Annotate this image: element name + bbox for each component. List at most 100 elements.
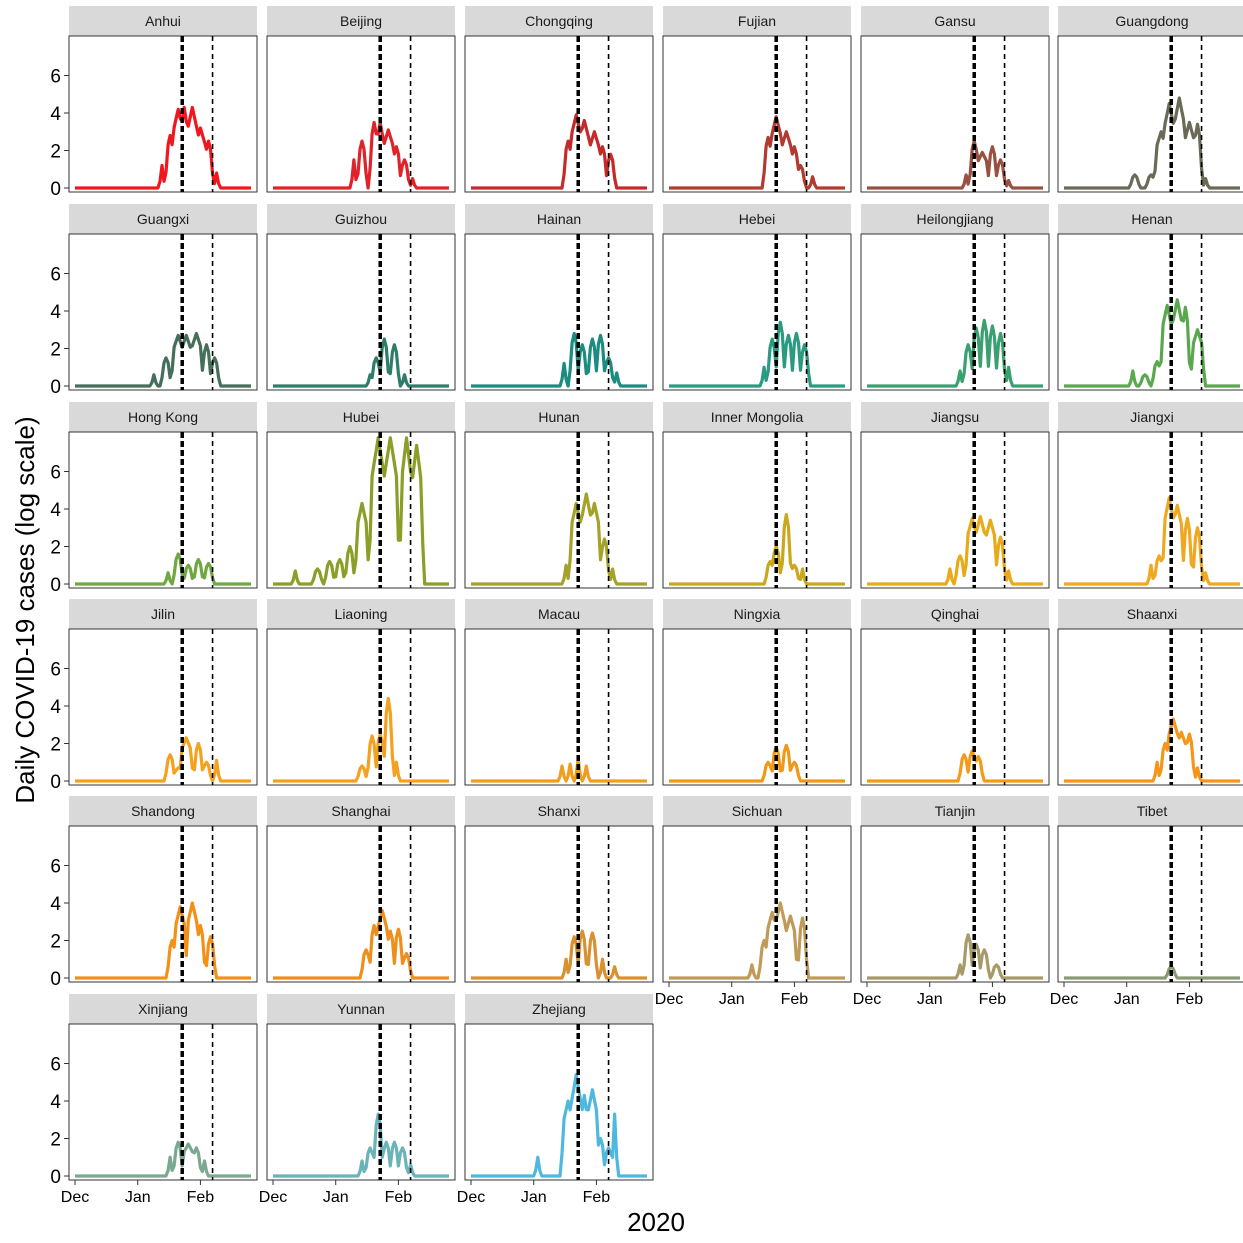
plot-area (464, 431, 654, 589)
panel-title: Hainan (537, 211, 581, 227)
panel-fujian: Fujian (662, 6, 852, 193)
panel-strip (267, 994, 455, 1024)
plot-area (266, 1023, 456, 1181)
panel-liaoning: Liaoning (266, 599, 456, 786)
panel-title: Anhui (145, 13, 181, 29)
panel-shandong: Shandong 0 2 4 6 (50, 796, 258, 990)
x-tick-label: Feb (1176, 991, 1204, 1008)
panel-tibet: Tibet Dec Jan Feb (1050, 796, 1243, 1008)
series-line (75, 901, 251, 980)
x-tick-label: Feb (979, 991, 1007, 1008)
series-line (273, 1112, 449, 1178)
plot-area (266, 35, 456, 193)
panel-strip (663, 204, 851, 234)
y-tick-label: 6 (50, 1055, 61, 1076)
panel-beijing: Beijing (266, 6, 456, 193)
panel-title: Shaanxi (1127, 606, 1178, 622)
panel-macau: Macau (464, 599, 654, 786)
y-tick-label: 2 (50, 340, 61, 361)
x-tick-label: Feb (583, 1189, 611, 1206)
panel-yunnan: Yunnan Dec Jan Feb (259, 994, 456, 1206)
plot-area (1057, 431, 1243, 589)
y-tick-label: 4 (50, 697, 61, 718)
x-tick-label: Jan (1114, 991, 1140, 1008)
x-tick-label: Feb (385, 1189, 413, 1206)
panel-strip (465, 994, 653, 1024)
series-line (75, 105, 251, 190)
panel-henan: Henan (1057, 204, 1243, 391)
panel-title: Hunan (538, 409, 579, 425)
panel-hunan: Hunan (464, 402, 654, 589)
x-tick-label: Jan (719, 991, 745, 1008)
y-tick-label: 6 (50, 265, 61, 286)
panel-jiangxi: Jiangxi (1057, 402, 1243, 589)
x-tick-label: Feb (781, 991, 809, 1008)
x-tick-label: Dec (1050, 991, 1078, 1008)
panel-title: Qinghai (931, 606, 979, 622)
panel-strip (861, 796, 1049, 826)
panel-strip (267, 599, 455, 629)
plot-area (1057, 628, 1243, 786)
y-tick-label: 2 (50, 932, 61, 953)
panel-heilongjiang: Heilongjiang (860, 204, 1050, 391)
series-line (669, 513, 845, 586)
panel-qinghai: Qinghai (860, 599, 1050, 786)
plot-area (860, 431, 1050, 589)
y-tick-label: 0 (50, 1167, 61, 1188)
panel-shanxi: Shanxi (464, 796, 654, 983)
panel-title: Jilin (151, 606, 175, 622)
series-line (75, 331, 251, 388)
panel-title: Hebei (739, 211, 776, 227)
y-tick-label: 6 (50, 857, 61, 878)
series-line (669, 743, 845, 783)
panel-strip (69, 994, 257, 1024)
panel-strip (69, 599, 257, 629)
plot-area (662, 233, 852, 391)
x-tick-label: Dec (61, 1189, 89, 1206)
y-tick-label: 4 (50, 302, 61, 323)
plot-area (68, 1023, 258, 1181)
panel-hainan: Hainan (464, 204, 654, 391)
panel-sichuan: Sichuan Dec Jan Feb (655, 796, 852, 1008)
panel-shaanxi: Shaanxi (1057, 599, 1243, 786)
plot-area (860, 233, 1050, 391)
panel-strip (69, 204, 257, 234)
series-line (273, 337, 449, 388)
y-tick-label: 0 (50, 969, 61, 990)
panel-guizhou: Guizhou (266, 204, 456, 391)
y-tick-label: 2 (50, 735, 61, 756)
panel-tianjin: Tianjin Dec Jan Feb (853, 796, 1050, 1008)
plot-area (464, 233, 654, 391)
panel-hong-kong: Hong Kong 0 2 4 6 (50, 402, 258, 596)
x-tick-label: Dec (853, 991, 881, 1008)
panel-title: Shanxi (538, 803, 581, 819)
panel-zhejiang: Zhejiang Dec Jan Feb (457, 994, 654, 1206)
panel-jiangsu: Jiangsu (860, 402, 1050, 589)
panel-guangxi: Guangxi 0 2 4 6 (50, 204, 258, 398)
series-line (1064, 965, 1240, 980)
panel-chongqing: Chongqing (464, 6, 654, 193)
x-tick-label: Dec (655, 991, 683, 1008)
panel-jilin: Jilin 0 2 4 6 (50, 599, 258, 793)
panel-strip (465, 796, 653, 826)
panel-strip (267, 204, 455, 234)
series-line (273, 908, 449, 980)
plot-area (1057, 825, 1243, 983)
y-tick-label: 2 (50, 142, 61, 163)
panel-strip (465, 599, 653, 629)
panel-title: Hong Kong (128, 409, 198, 425)
plot-area (266, 233, 456, 391)
y-tick-label: 6 (50, 67, 61, 88)
panel-strip (1058, 402, 1243, 432)
panel-title: Shanghai (331, 803, 390, 819)
plot-area (860, 825, 1050, 983)
y-tick-label: 4 (50, 104, 61, 125)
panel-title: Jiangsu (931, 409, 979, 425)
y-tick-label: 4 (50, 894, 61, 915)
panel-strip (69, 796, 257, 826)
panel-strip (663, 6, 851, 36)
panel-hubei: Hubei (266, 402, 456, 589)
panel-strip (69, 402, 257, 432)
plot-area (68, 825, 258, 983)
